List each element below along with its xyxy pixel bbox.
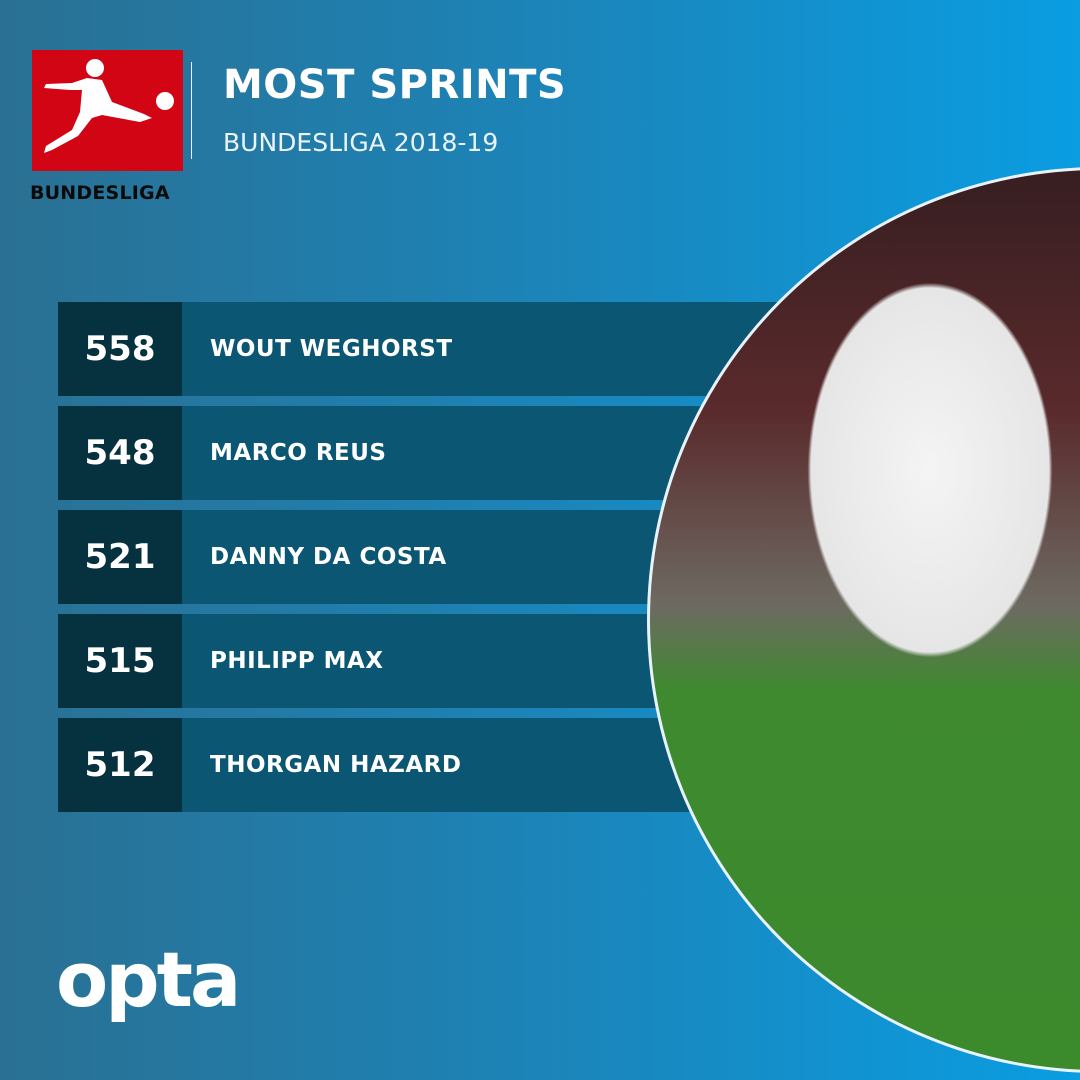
player-name: WOUT WEGHORST — [182, 302, 818, 396]
sprint-count: 515 — [58, 614, 182, 708]
page-title: MOST SPRINTS — [223, 62, 567, 108]
page-subtitle: BUNDESLIGA 2018-19 — [223, 128, 499, 157]
ranking-row: 558 WOUT WEGHORST — [58, 302, 818, 396]
sprint-count: 558 — [58, 302, 182, 396]
header-divider — [191, 62, 192, 159]
sprint-count: 548 — [58, 406, 182, 500]
opta-logo: opta — [56, 935, 241, 1024]
sprint-count: 521 — [58, 510, 182, 604]
kicker-silhouette-icon — [44, 59, 174, 153]
bundesliga-logo — [32, 50, 183, 171]
sprint-count: 512 — [58, 718, 182, 812]
bundesliga-wordmark: BUNDESLIGA — [30, 182, 170, 204]
